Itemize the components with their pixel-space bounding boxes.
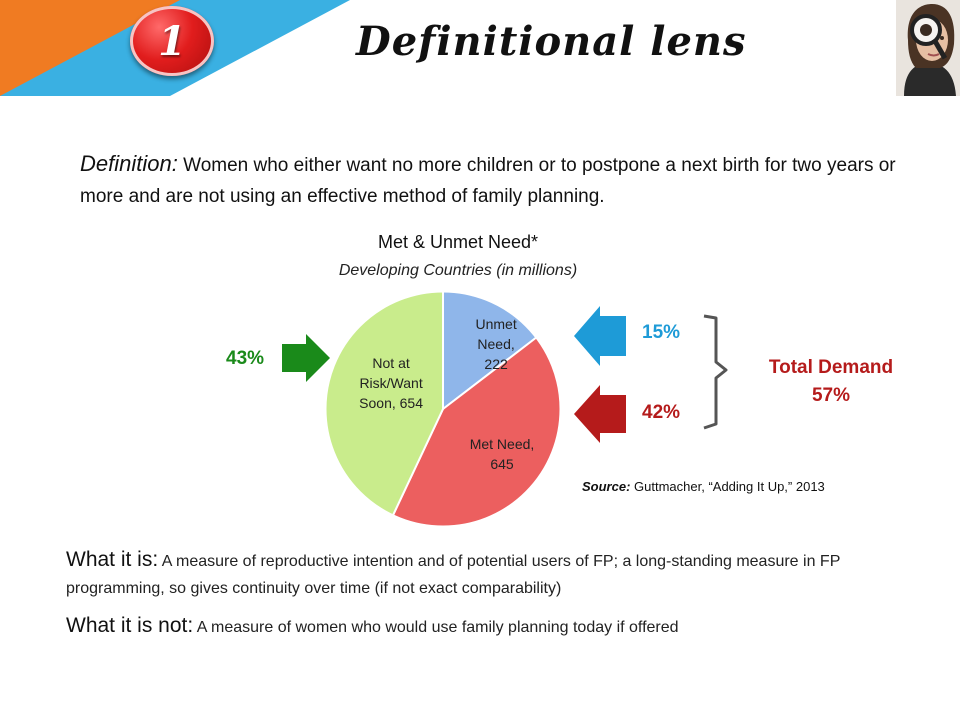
source-text: Guttmacher, “Adding It Up,” 2013 (630, 479, 825, 494)
what-it-is-label: What it is: (66, 548, 159, 571)
pie-slice-label: Met Need, (470, 436, 535, 452)
total-demand: Total Demand 57% (756, 354, 906, 410)
slide-header: 1 Definitional lens (0, 0, 960, 96)
woman-magnifying-glass-icon (896, 0, 960, 96)
definition-text: Definition: Women who either want no mor… (80, 148, 920, 212)
pie-slice-label: Need, (477, 336, 514, 352)
slide-number-badge: 1 (130, 6, 214, 76)
pie-rim (323, 289, 563, 529)
what-it-is-not-body: A measure of women who would use family … (193, 619, 679, 636)
total-demand-label: Total Demand (768, 357, 894, 378)
definition-label: Definition: (80, 151, 178, 176)
pie-chart: Unmet Need, 222 Met Need, 645 Not at Risk/Want… (323, 289, 563, 529)
pie-slice-label: Not at (372, 355, 409, 371)
slide-title: Definitional lens (356, 18, 747, 65)
what-it-is-body: A measure of reproductive intention and … (66, 553, 841, 597)
green-arrow-icon (282, 334, 330, 382)
what-it-is-not-label: What it is not: (66, 614, 194, 637)
pie-slice-label: Risk/Want (359, 375, 422, 391)
percent-unmet-need: 15% (642, 322, 681, 343)
pie-slice-label: 222 (484, 356, 508, 372)
total-demand-value: 57% (811, 385, 851, 406)
slide-number: 1 (158, 17, 186, 65)
header-white-panel (350, 0, 896, 96)
what-it-is-not-text: What it is not: A measure of women who w… (66, 612, 916, 641)
percent-not-at-risk: 43% (226, 348, 265, 369)
percent-met-need: 42% (642, 402, 681, 423)
pie-slice-label: 645 (490, 456, 514, 472)
source-citation: Source: Guttmacher, “Adding It Up,” 2013 (582, 479, 825, 494)
bracket-icon (703, 314, 728, 430)
definition-body: Women who either want no more children o… (80, 155, 896, 207)
chart-title: Met & Unmet Need* (377, 232, 539, 252)
source-label: Source: (582, 479, 631, 494)
red-arrow-icon (574, 385, 626, 443)
pie-slice-label: Unmet (475, 316, 516, 332)
chart-subtitle: Developing Countries (in millions) (338, 262, 578, 279)
pie-slice-label: Soon, 654 (359, 395, 423, 411)
what-it-is-text: What it is: A measure of reproductive in… (66, 546, 916, 602)
blue-arrow-icon (574, 306, 626, 366)
